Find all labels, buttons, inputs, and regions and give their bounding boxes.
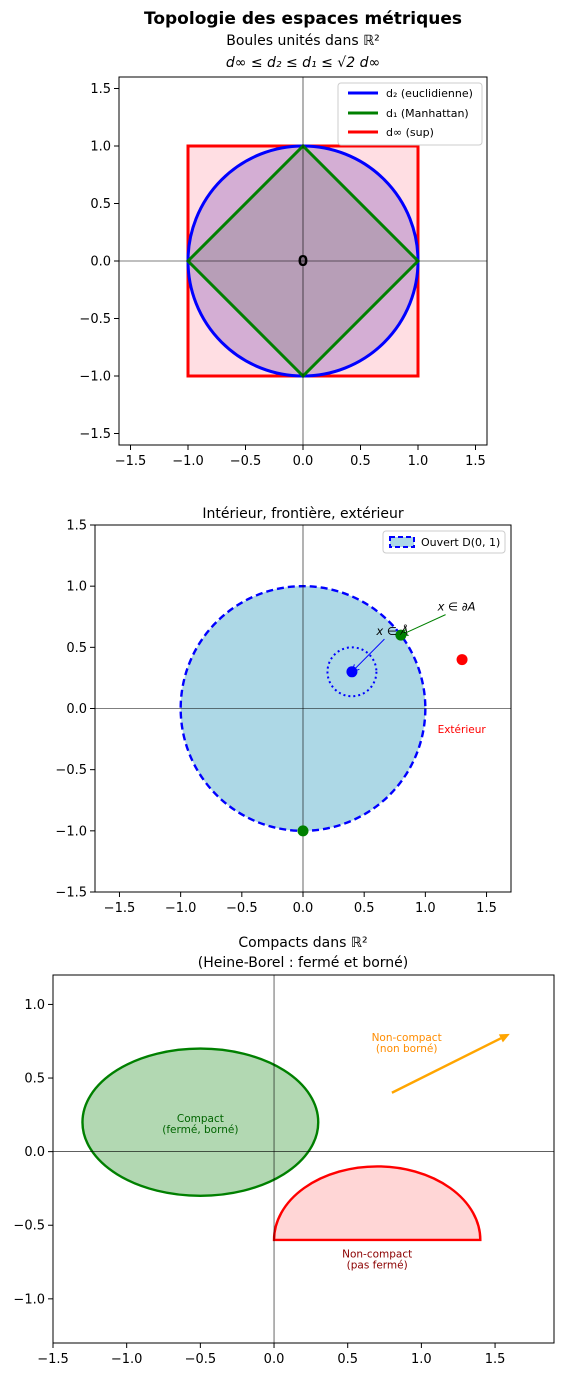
panel1-xtick-label: 1.0 xyxy=(408,454,429,469)
panel-interior-boundary: Intérieur, frontière, extérieur x ∈ Å x ∈… xyxy=(55,506,512,916)
annotation-0: x ∈ Å xyxy=(375,623,408,638)
panel3-subtitle: (Heine-Borel : fermé et borné) xyxy=(198,955,409,971)
shape-label-1: (pas fermé) xyxy=(347,1260,408,1272)
panel3-xtick-label: 0.5 xyxy=(337,1352,358,1367)
figure-suptitle: Topologie des espaces métriques xyxy=(144,9,462,29)
panel3-xtick-label: 0.0 xyxy=(264,1352,285,1367)
panel2-ytick-label: 0.5 xyxy=(66,641,87,656)
panel1-xtick-label: −0.5 xyxy=(230,454,262,469)
panel2-ytick-label: −1.5 xyxy=(55,886,87,901)
panel2-xtick-label: 0.0 xyxy=(293,901,314,916)
panel3-ytick-label: −1.0 xyxy=(13,1292,45,1307)
panel1-ytick-label: −0.5 xyxy=(79,312,111,327)
panel2-xtick-label: 0.5 xyxy=(354,901,375,916)
point-3 xyxy=(456,654,468,666)
panel2-ytick-label: 1.5 xyxy=(66,519,87,534)
panel2-ytick-label: −0.5 xyxy=(55,763,87,778)
panel2-ytick-label: 0.0 xyxy=(66,702,87,717)
panel2-xtick-label: −1.5 xyxy=(104,901,136,916)
panel1-ytick-label: −1.0 xyxy=(79,370,111,385)
legend-label-sup: d∞ (sup) xyxy=(386,126,434,139)
panel1-subtitle: d∞ ≤ d₂ ≤ d₁ ≤ √2 d∞ xyxy=(226,55,380,71)
panel1-xtick-label: −1.5 xyxy=(115,454,147,469)
panel3-xtick-label: 1.0 xyxy=(411,1352,432,1367)
annotation-arrowhead-0 xyxy=(351,664,360,673)
legend-label-euclidean: d₂ (euclidienne) xyxy=(386,87,473,100)
shape-label-2: (non borné) xyxy=(376,1043,438,1055)
panel1-title: Boules unités dans ℝ² xyxy=(226,33,380,49)
center-label: 0 xyxy=(298,252,308,270)
point-2 xyxy=(297,825,309,837)
annotation-2: Extérieur xyxy=(438,724,487,736)
panel3-xtick-label: −1.0 xyxy=(111,1352,143,1367)
panel2-ytick-label: −1.0 xyxy=(55,824,87,839)
panel2-legend: Ouvert D(0, 1) xyxy=(382,530,506,554)
panel3-title: Compacts dans ℝ² xyxy=(238,935,367,951)
panel1-ytick-label: 1.5 xyxy=(90,82,111,97)
panel3-xtick-label: 1.5 xyxy=(485,1352,506,1367)
panel2-xtick-label: −0.5 xyxy=(226,901,258,916)
legend-label-open-disk: Ouvert D(0, 1) xyxy=(421,536,500,549)
annotation-arrowhead-1 xyxy=(399,628,409,636)
panel-unit-balls: Boules unités dans ℝ² d∞ ≤ d₂ ≤ d₁ ≤ √2 … xyxy=(79,33,488,469)
annotation-1: x ∈ ∂A xyxy=(437,600,476,614)
panel3-ytick-label: −0.5 xyxy=(13,1219,45,1234)
panel1-ytick-label: 0.0 xyxy=(90,255,111,270)
panel2-border xyxy=(94,524,512,893)
panel3-ytick-label: 0.5 xyxy=(24,1072,45,1087)
panel1-xtick-label: 0.5 xyxy=(350,454,371,469)
panel1-border xyxy=(118,76,488,446)
panel1-ytick-label: 1.0 xyxy=(90,140,111,155)
unbounded-arrow xyxy=(391,1037,502,1094)
panel1-xtick-label: 0.0 xyxy=(293,454,314,469)
unbounded-arrow-head xyxy=(498,1033,510,1043)
panel-compacts: Compacts dans ℝ² (Heine-Borel : fermé et… xyxy=(13,935,555,1367)
half-disk xyxy=(272,1165,482,1242)
panel2-ytick-label: 1.0 xyxy=(66,580,87,595)
shape-label-0: (fermé, borné) xyxy=(162,1124,238,1136)
panel2-xtick-label: 1.5 xyxy=(476,901,497,916)
panel1-legend: d₂ (euclidienne) d₁ (Manhattan) d∞ (sup) xyxy=(337,82,483,146)
panel1-xtick-label: −1.0 xyxy=(172,454,204,469)
panel3-xtick-label: −1.5 xyxy=(37,1352,69,1367)
shape-label-1: Non-compact xyxy=(342,1249,412,1261)
panel2-xtick-label: −1.0 xyxy=(165,901,197,916)
compact-ellipse xyxy=(81,1047,320,1197)
panel3-ytick-label: 0.0 xyxy=(24,1145,45,1160)
panel2-xtick-label: 1.0 xyxy=(415,901,436,916)
legend-swatch-open-disk xyxy=(389,536,415,548)
annotation-arrow-0 xyxy=(351,638,385,673)
panel3-border xyxy=(52,974,555,1344)
legend-box xyxy=(337,82,483,146)
legend-label-manhattan: d₁ (Manhattan) xyxy=(386,107,469,120)
panel1-ytick-label: 0.5 xyxy=(90,197,111,212)
panel3-xtick-label: −0.5 xyxy=(185,1352,217,1367)
shape-label-0: Compact xyxy=(177,1113,224,1125)
panel1-ytick-label: −1.5 xyxy=(79,427,111,442)
interior-neighbourhood xyxy=(326,646,378,698)
panel1-xtick-label: 1.5 xyxy=(465,454,486,469)
shape-label-2: Non-compact xyxy=(372,1032,442,1044)
panel2-title: Intérieur, frontière, extérieur xyxy=(202,506,404,522)
annotation-arrow-1 xyxy=(400,614,446,636)
panel3-ytick-label: 1.0 xyxy=(24,998,45,1013)
